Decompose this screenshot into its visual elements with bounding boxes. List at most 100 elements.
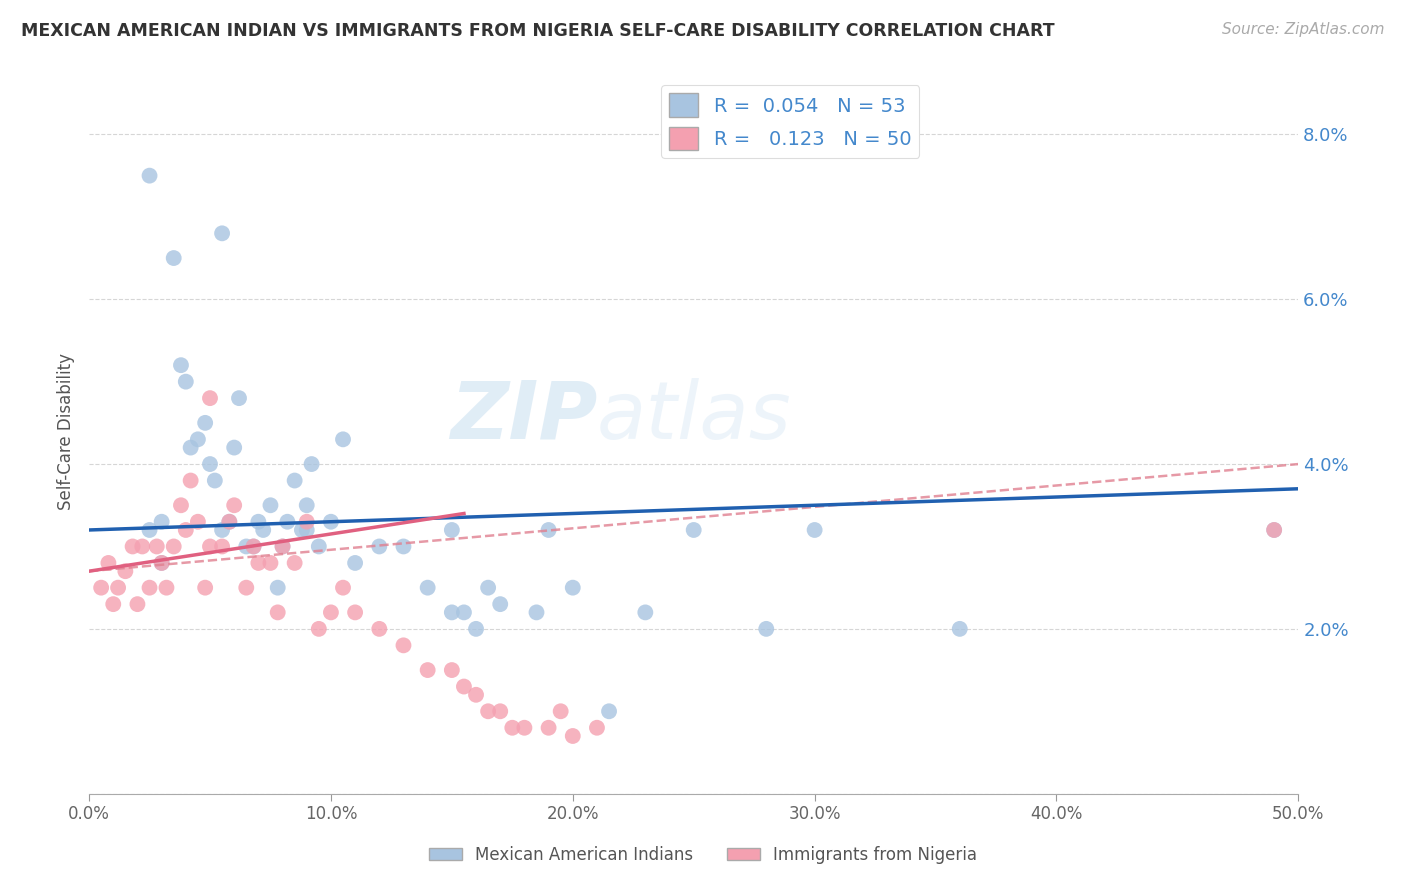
- Point: [319, 606, 342, 620]
- Point: [537, 721, 560, 735]
- Point: [949, 622, 972, 636]
- Point: [259, 498, 281, 512]
- Point: [235, 581, 257, 595]
- Point: [1263, 523, 1285, 537]
- Point: [344, 556, 367, 570]
- Text: Source: ZipAtlas.com: Source: ZipAtlas.com: [1222, 22, 1385, 37]
- Point: [368, 622, 391, 636]
- Point: [465, 688, 488, 702]
- Point: [204, 474, 226, 488]
- Point: [194, 416, 217, 430]
- Point: [308, 540, 330, 554]
- Point: [107, 581, 129, 595]
- Point: [598, 704, 620, 718]
- Point: [319, 515, 342, 529]
- Point: [170, 498, 193, 512]
- Point: [489, 704, 512, 718]
- Point: [440, 606, 463, 620]
- Point: [477, 704, 499, 718]
- Point: [114, 564, 136, 578]
- Point: [453, 606, 475, 620]
- Point: [150, 515, 173, 529]
- Point: [247, 515, 270, 529]
- Point: [131, 540, 153, 554]
- Point: [211, 540, 233, 554]
- Point: [276, 515, 298, 529]
- Point: [198, 391, 221, 405]
- Point: [803, 523, 825, 537]
- Point: [416, 663, 439, 677]
- Point: [187, 515, 209, 529]
- Point: [453, 680, 475, 694]
- Point: [561, 729, 583, 743]
- Point: [228, 391, 250, 405]
- Point: [252, 523, 274, 537]
- Point: [586, 721, 609, 735]
- Point: [218, 515, 240, 529]
- Text: atlas: atlas: [598, 377, 792, 456]
- Point: [284, 556, 307, 570]
- Point: [211, 227, 233, 241]
- Point: [163, 251, 186, 265]
- Point: [170, 358, 193, 372]
- Point: [440, 663, 463, 677]
- Point: [198, 540, 221, 554]
- Point: [127, 597, 149, 611]
- Point: [211, 523, 233, 537]
- Point: [291, 523, 314, 537]
- Point: [295, 523, 318, 537]
- Point: [284, 474, 307, 488]
- Point: [121, 540, 143, 554]
- Point: [344, 606, 367, 620]
- Point: [368, 540, 391, 554]
- Point: [682, 523, 704, 537]
- Point: [218, 515, 240, 529]
- Point: [465, 622, 488, 636]
- Text: ZIP: ZIP: [450, 377, 598, 456]
- Point: [308, 622, 330, 636]
- Point: [440, 523, 463, 537]
- Point: [526, 606, 548, 620]
- Text: MEXICAN AMERICAN INDIAN VS IMMIGRANTS FROM NIGERIA SELF-CARE DISABILITY CORRELAT: MEXICAN AMERICAN INDIAN VS IMMIGRANTS FR…: [21, 22, 1054, 40]
- Point: [634, 606, 657, 620]
- Point: [138, 581, 160, 595]
- Point: [561, 581, 583, 595]
- Y-axis label: Self-Care Disability: Self-Care Disability: [58, 352, 75, 509]
- Point: [180, 474, 202, 488]
- Point: [259, 556, 281, 570]
- Point: [477, 581, 499, 595]
- Point: [332, 433, 354, 447]
- Point: [138, 523, 160, 537]
- Point: [155, 581, 177, 595]
- Point: [332, 581, 354, 595]
- Point: [150, 556, 173, 570]
- Point: [295, 498, 318, 512]
- Point: [146, 540, 169, 554]
- Point: [301, 457, 323, 471]
- Point: [271, 540, 294, 554]
- Point: [174, 523, 197, 537]
- Point: [235, 540, 257, 554]
- Point: [103, 597, 125, 611]
- Point: [267, 606, 290, 620]
- Point: [138, 169, 160, 183]
- Point: [180, 441, 202, 455]
- Point: [416, 581, 439, 595]
- Point: [198, 457, 221, 471]
- Point: [97, 556, 120, 570]
- Point: [271, 540, 294, 554]
- Point: [242, 540, 264, 554]
- Point: [550, 704, 572, 718]
- Point: [163, 540, 186, 554]
- Legend: Mexican American Indians, Immigrants from Nigeria: Mexican American Indians, Immigrants fro…: [422, 839, 984, 871]
- Point: [392, 540, 415, 554]
- Point: [150, 556, 173, 570]
- Point: [501, 721, 523, 735]
- Point: [174, 375, 197, 389]
- Point: [513, 721, 536, 735]
- Point: [537, 523, 560, 537]
- Point: [489, 597, 512, 611]
- Legend: R =  0.054   N = 53, R =   0.123   N = 50: R = 0.054 N = 53, R = 0.123 N = 50: [661, 86, 920, 158]
- Point: [90, 581, 112, 595]
- Point: [194, 581, 217, 595]
